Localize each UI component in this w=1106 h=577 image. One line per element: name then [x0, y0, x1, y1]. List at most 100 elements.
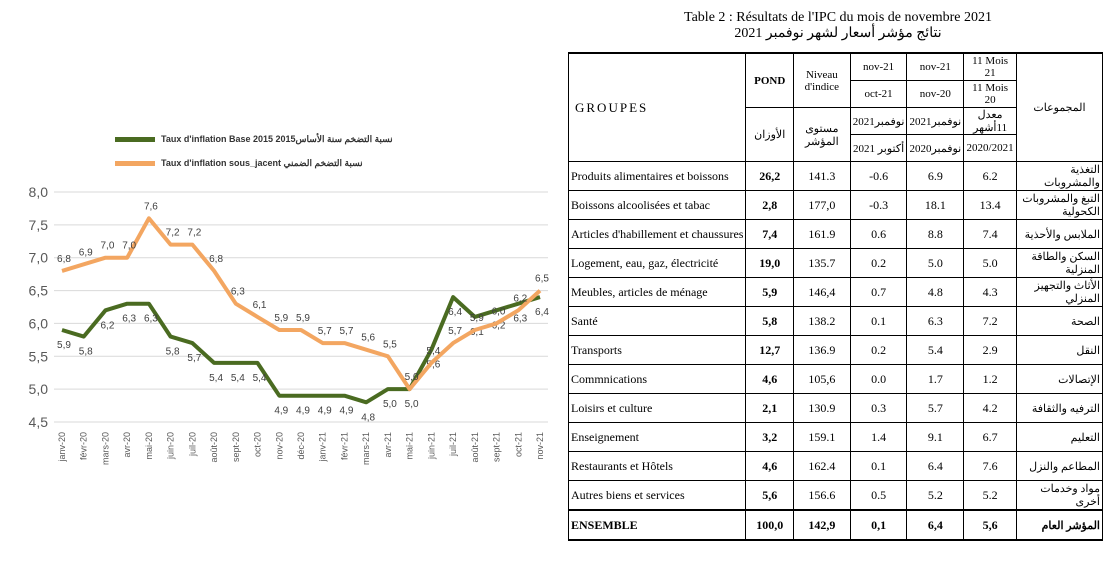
total-yearly: 6,4: [906, 509, 965, 541]
data-label-underlying: 6,8: [209, 254, 223, 265]
data-label-base: 6,3: [122, 314, 136, 325]
row-monthly: -0.3: [849, 190, 908, 220]
legend-swatch-underlying: [115, 161, 155, 166]
table-row: Meubles, articles de ménage 5,9 146,4 0.…: [567, 277, 1104, 307]
header-c1-top: nov-21: [849, 52, 908, 81]
row-label-ar: الصحة: [1015, 306, 1104, 336]
data-label-base: 5,9: [57, 340, 71, 351]
row-niveau: 161.9: [793, 219, 851, 249]
data-label-base: 5,6: [426, 360, 440, 371]
legend-label-underlying: Taux d'inflation sous_jacent نسبة التضخم…: [161, 158, 363, 168]
header-pond: POND: [745, 52, 794, 108]
inflation-chart: Taux d'inflation Base 2015 نسبة التضخم س…: [0, 120, 560, 560]
x-tick-label: janv-20: [57, 432, 67, 463]
data-label-base: 4,9: [296, 406, 310, 417]
row-pond: 19,0: [745, 248, 794, 278]
data-label-underlying: 5,9: [274, 313, 288, 324]
header-niveau-ar: مستوى المؤشر: [793, 107, 851, 162]
row-monthly: 0.1: [849, 451, 908, 481]
row-yearly: 8.8: [906, 219, 965, 249]
row-average: 7.2: [963, 306, 1017, 336]
row-monthly: 0.2: [849, 335, 908, 365]
row-yearly: 6.9: [906, 161, 965, 191]
x-tick-label: avr-20: [122, 432, 132, 458]
row-label-ar: النقل: [1015, 335, 1104, 365]
row-yearly: 6.4: [906, 451, 965, 481]
data-label-base: 6,3: [144, 314, 158, 325]
table-row: Loisirs et culture 2,1 130.9 0.3 5.7 4.2…: [567, 393, 1104, 423]
x-tick-label: mai-20: [144, 432, 154, 460]
row-monthly: 0.0: [849, 364, 908, 394]
header-groupes: GROUPES: [567, 52, 747, 162]
row-monthly: 0.3: [849, 393, 908, 423]
row-monthly: 0.7: [849, 277, 908, 307]
y-tick-label: 5,5: [29, 348, 49, 364]
x-tick-label: août-21: [470, 432, 480, 463]
total-niveau: 142,9: [793, 509, 851, 541]
data-label-base: 5,4: [253, 373, 267, 384]
row-monthly: 0.6: [849, 219, 908, 249]
data-label-underlying: 5,9: [470, 313, 484, 324]
row-niveau: 135.7: [793, 248, 851, 278]
table-row: Logement, eau, gaz, électricité 19,0 135…: [567, 248, 1104, 278]
table-row: Enseignement 3,2 159.1 1.4 9.1 6.7 التعل…: [567, 422, 1104, 452]
row-label-ar: مواد وخدمات أخرى: [1015, 480, 1104, 511]
row-yearly: 1.7: [906, 364, 965, 394]
row-niveau: 141.3: [793, 161, 851, 191]
row-label: Boissons alcoolisées et tabac: [567, 190, 747, 220]
row-pond: 5,9: [745, 277, 794, 307]
x-tick-label: sept-21: [492, 432, 502, 462]
row-niveau: 105,6: [793, 364, 851, 394]
caption-arabic: نتائج مؤشر أسعار لشهر نوفمبر 2021: [734, 26, 942, 41]
row-yearly: 4.8: [906, 277, 965, 307]
table-caption: Table 2 : Résultats de l'IPC du mois de …: [570, 10, 1106, 41]
header-niveau: Niveau d'indice: [793, 52, 851, 108]
row-monthly: 0.5: [849, 480, 908, 511]
header-c2-ar-bottom: نوفمبر2020: [906, 134, 965, 162]
x-tick-label: juil-20: [187, 432, 197, 457]
x-tick-label: sept-20: [231, 432, 241, 462]
header-groupes-ar: المجموعات: [1015, 52, 1104, 162]
row-label: Santé: [567, 306, 747, 336]
chart-plot: 4,5 5,0 5,5 6,0 6,5 7,0 7,5 8,0 janv-20 févr-20 ma…: [29, 184, 550, 465]
data-label-underlying: 5,7: [318, 326, 332, 337]
data-label-base: 6,1: [470, 327, 484, 338]
legend-item-base: Taux d'inflation Base 2015 نسبة التضخم س…: [115, 134, 393, 145]
row-label-ar: الملابس والأحذية: [1015, 219, 1104, 249]
data-label-base: 5,4: [209, 373, 223, 384]
total-label-ar: المؤشر العام: [1015, 509, 1104, 541]
row-niveau: 146,4: [793, 277, 851, 307]
row-niveau: 159.1: [793, 422, 851, 452]
caption-french: Table 2 : Résultats de l'IPC du mois de …: [684, 10, 992, 25]
row-pond: 2,1: [745, 393, 794, 423]
row-average: 6.2: [963, 161, 1017, 191]
data-label-base: 4,9: [274, 406, 288, 417]
row-label: Commnications: [567, 364, 747, 394]
table-row: Articles d'habillement et chaussures 7,4…: [567, 219, 1104, 249]
data-label-underlying: 5,9: [296, 313, 310, 324]
row-niveau: 136.9: [793, 335, 851, 365]
row-pond: 5,6: [745, 480, 794, 511]
row-label: Transports: [567, 335, 747, 365]
header-c2-bottom: nov-20: [906, 80, 965, 108]
row-niveau: 138.2: [793, 306, 851, 336]
header-row-2: oct-21 nov-20 11 Mois 20: [569, 80, 1103, 108]
row-label: Meubles, articles de ménage: [567, 277, 747, 307]
row-yearly: 5.4: [906, 335, 965, 365]
table-row: Autres biens et services 5,6 156.6 0.5 5…: [567, 480, 1104, 511]
header-c3-top: 11 Mois 21: [963, 52, 1017, 81]
row-average: 7.6: [963, 451, 1017, 481]
data-label-base: 6,4: [535, 307, 549, 318]
table-row-total: ENSEMBLE 100,0 142,9 0,1 6,4 5,6 المؤشر …: [567, 509, 1104, 541]
data-label-underlying: 7,2: [187, 228, 201, 239]
x-tick-label: oct-21: [513, 432, 523, 457]
y-tick-label: 8,0: [29, 184, 49, 200]
row-yearly: 5.0: [906, 248, 965, 278]
row-label-ar: المطاعم والنزل: [1015, 451, 1104, 481]
x-tick-label: juil-21: [448, 432, 458, 457]
y-tick-label: 6,5: [29, 283, 49, 299]
cpi-results-table: GROUPES POND Niveau d'indice nov-21 nov-…: [567, 52, 1104, 541]
x-tick-label: oct-20: [253, 432, 263, 457]
row-pond: 4,6: [745, 364, 794, 394]
row-monthly: 0.2: [849, 248, 908, 278]
